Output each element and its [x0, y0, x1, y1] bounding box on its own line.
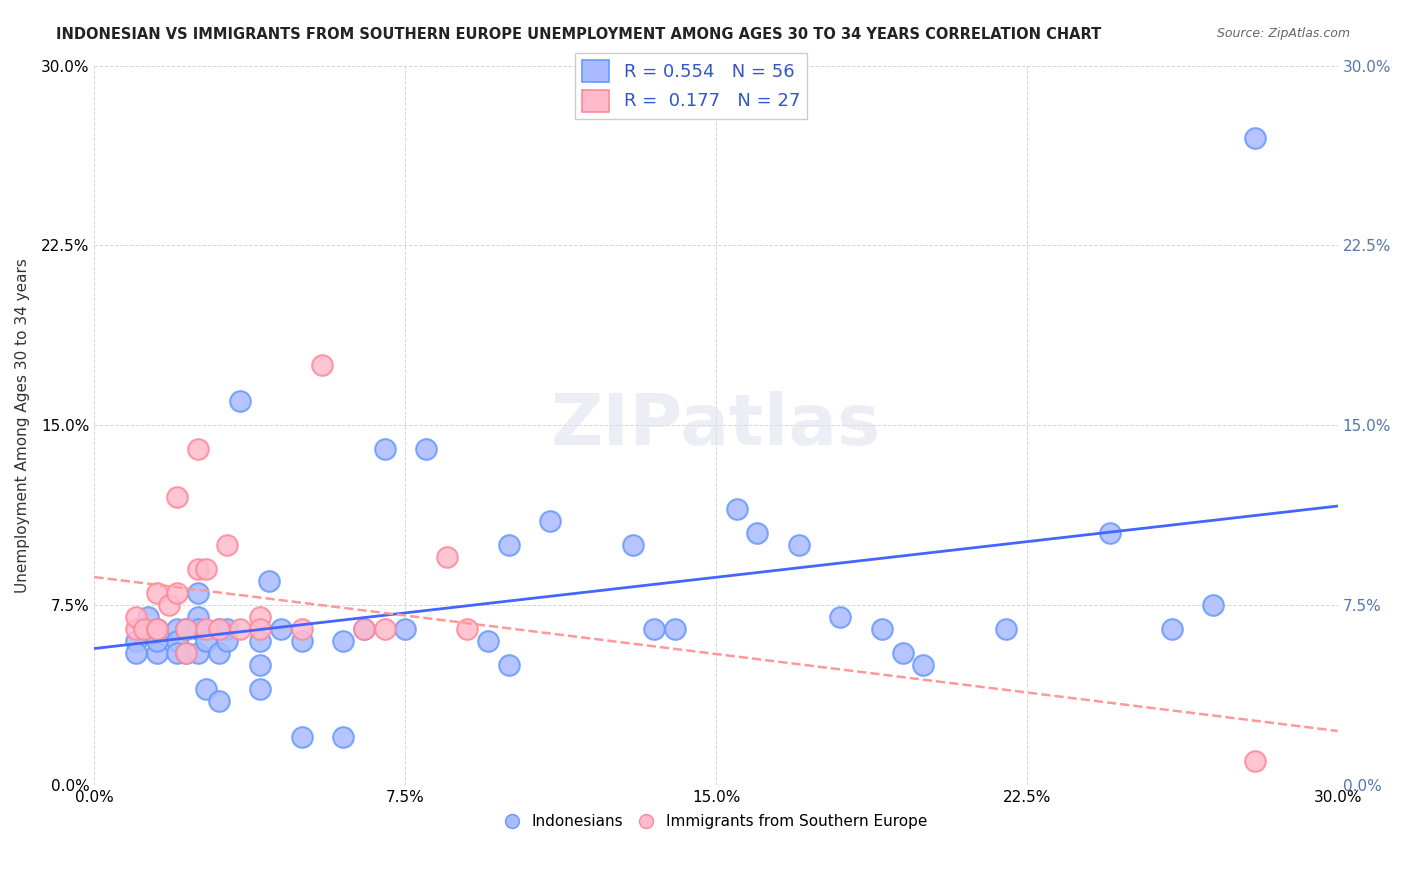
Point	[664, 622, 686, 636]
Point	[270, 622, 292, 636]
Point	[195, 622, 218, 636]
Point	[145, 634, 167, 648]
Point	[125, 622, 148, 636]
Point	[787, 538, 810, 552]
Point	[174, 622, 197, 636]
Point	[195, 682, 218, 697]
Point	[174, 646, 197, 660]
Point	[249, 658, 271, 673]
Point	[498, 538, 520, 552]
Point	[912, 658, 935, 673]
Point	[217, 622, 239, 636]
Point	[374, 442, 396, 457]
Point	[891, 646, 914, 660]
Point	[145, 622, 167, 636]
Point	[374, 622, 396, 636]
Point	[138, 610, 160, 624]
Point	[145, 622, 167, 636]
Point	[187, 610, 209, 624]
Point	[249, 682, 271, 697]
Point	[145, 646, 167, 660]
Point	[995, 622, 1018, 636]
Point	[125, 610, 148, 624]
Point	[166, 491, 188, 505]
Point	[166, 634, 188, 648]
Point	[1202, 598, 1225, 612]
Point	[187, 622, 209, 636]
Point	[228, 394, 250, 409]
Legend: Indonesians, Immigrants from Southern Europe: Indonesians, Immigrants from Southern Eu…	[498, 808, 934, 835]
Point	[538, 514, 561, 528]
Point	[166, 622, 188, 636]
Point	[208, 646, 231, 660]
Point	[870, 622, 893, 636]
Point	[1243, 130, 1265, 145]
Point	[394, 622, 416, 636]
Point	[145, 586, 167, 600]
Point	[187, 586, 209, 600]
Point	[125, 634, 148, 648]
Point	[166, 586, 188, 600]
Point	[353, 622, 375, 636]
Point	[134, 622, 156, 636]
Point	[353, 622, 375, 636]
Point	[166, 646, 188, 660]
Point	[228, 622, 250, 636]
Point	[456, 622, 478, 636]
Point	[249, 610, 271, 624]
Point	[436, 550, 458, 565]
Point	[332, 634, 354, 648]
Point	[208, 622, 231, 636]
Point	[1243, 754, 1265, 768]
Point	[187, 562, 209, 576]
Point	[174, 622, 197, 636]
Point	[217, 634, 239, 648]
Text: INDONESIAN VS IMMIGRANTS FROM SOUTHERN EUROPE UNEMPLOYMENT AMONG AGES 30 TO 34 Y: INDONESIAN VS IMMIGRANTS FROM SOUTHERN E…	[56, 27, 1101, 42]
Point	[174, 622, 197, 636]
Point	[1160, 622, 1182, 636]
Point	[195, 634, 218, 648]
Point	[291, 730, 314, 744]
Point	[747, 526, 769, 541]
Point	[208, 622, 231, 636]
Point	[621, 538, 644, 552]
Point	[1098, 526, 1121, 541]
Point	[174, 646, 197, 660]
Text: ZIPatlas: ZIPatlas	[551, 391, 882, 460]
Point	[291, 622, 314, 636]
Point	[830, 610, 852, 624]
Point	[725, 502, 748, 516]
Point	[415, 442, 437, 457]
Point	[257, 574, 280, 589]
Point	[195, 562, 218, 576]
Point	[208, 694, 231, 708]
Point	[498, 658, 520, 673]
Text: Source: ZipAtlas.com: Source: ZipAtlas.com	[1216, 27, 1350, 40]
Point	[311, 359, 333, 373]
Point	[187, 442, 209, 457]
Point	[249, 634, 271, 648]
Y-axis label: Unemployment Among Ages 30 to 34 years: Unemployment Among Ages 30 to 34 years	[15, 258, 30, 593]
Point	[187, 646, 209, 660]
Point	[217, 538, 239, 552]
Point	[291, 634, 314, 648]
Point	[125, 646, 148, 660]
Point	[643, 622, 665, 636]
Point	[157, 598, 180, 612]
Point	[145, 622, 167, 636]
Point	[477, 634, 499, 648]
Point	[249, 622, 271, 636]
Point	[332, 730, 354, 744]
